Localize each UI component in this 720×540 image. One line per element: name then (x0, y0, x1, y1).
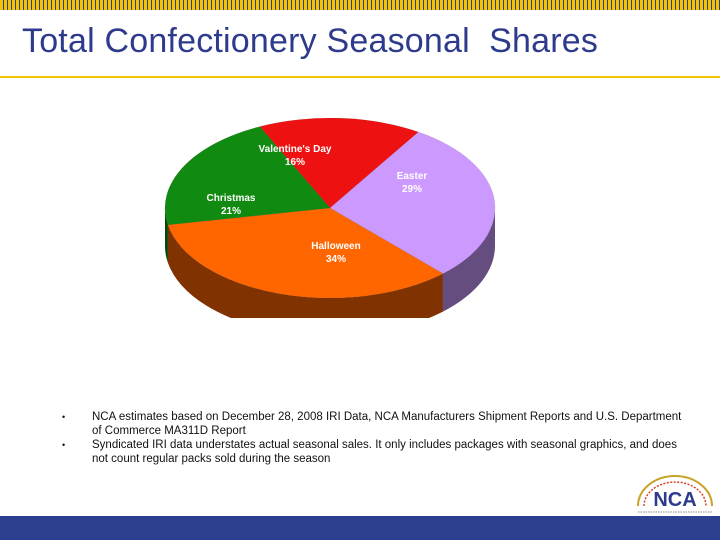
pie-label-easter: Easter 29% (357, 170, 467, 196)
footnote-text: Syndicated IRI data understates actual s… (92, 439, 677, 465)
footnote-item: • Syndicated IRI data understates actual… (62, 438, 682, 466)
pie-label-easter-value: 29% (401, 184, 422, 195)
bullet-icon: • (62, 440, 66, 450)
footnote-text: NCA estimates based on December 28, 2008… (92, 411, 682, 437)
footnote-item: • NCA estimates based on December 28, 20… (62, 410, 682, 438)
bullet-icon: • (62, 412, 66, 422)
pie-slice-0 (259, 117, 419, 209)
pie-side-3 (165, 208, 168, 263)
pie-slice-2 (167, 207, 444, 299)
pie-slice-1 (329, 131, 496, 274)
nca-logo-text: NCA (653, 489, 696, 511)
top-stripe-bar (0, 0, 720, 10)
pie-chart: Valentine's Day 16% Easter 29% Halloween… (160, 108, 500, 336)
pie-label-valentines-value: 16% (284, 157, 305, 168)
pie-label-valentines: Valentine's Day 16% (240, 143, 350, 169)
nca-logo: NCA (637, 475, 713, 513)
pie-label-christmas: Christmas 21% (176, 192, 286, 218)
pie-label-christmas-name: Christmas (206, 193, 256, 204)
slide-title: Total Confectionery Seasonal Shares (22, 22, 599, 60)
pie-label-christmas-value: 21% (220, 206, 241, 217)
title-rule (0, 76, 720, 78)
pie-side-2 (167, 224, 443, 336)
pie-slice-3 (164, 126, 331, 226)
pie-label-halloween-name: Halloween (311, 241, 361, 252)
pie-chart-svg (164, 117, 496, 336)
bottom-bar (0, 516, 720, 540)
pie-side-1 (442, 208, 495, 312)
footnotes: • NCA estimates based on December 28, 20… (62, 410, 682, 466)
pie-label-halloween-value: 34% (325, 254, 346, 265)
pie-label-easter-name: Easter (396, 171, 428, 182)
pie-label-halloween: Halloween 34% (281, 240, 391, 266)
pie-label-valentines-name: Valentine's Day (258, 144, 332, 155)
